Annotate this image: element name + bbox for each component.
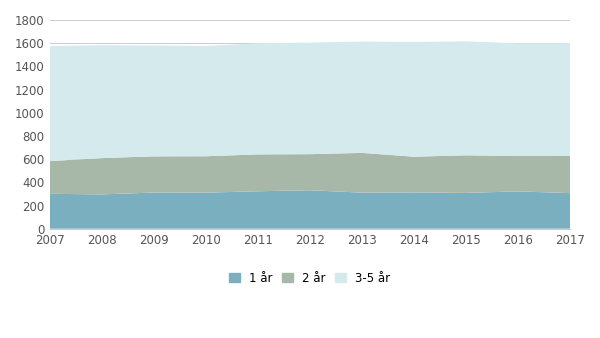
Legend: 1 år, 2 år, 3-5 år: 1 år, 2 år, 3-5 år xyxy=(224,267,395,290)
